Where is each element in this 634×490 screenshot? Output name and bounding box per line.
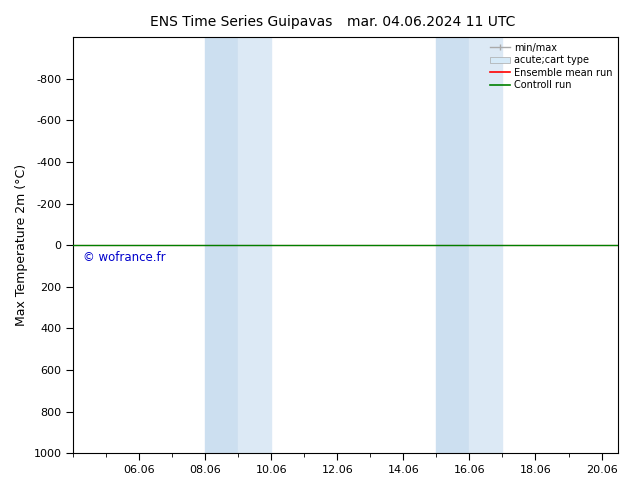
Bar — [469, 37, 503, 453]
Text: ENS Time Series Guipavas: ENS Time Series Guipavas — [150, 15, 332, 29]
Bar — [238, 37, 271, 453]
Text: mar. 04.06.2024 11 UTC: mar. 04.06.2024 11 UTC — [347, 15, 515, 29]
Bar — [436, 37, 469, 453]
Text: © wofrance.fr: © wofrance.fr — [83, 251, 166, 265]
Y-axis label: Max Temperature 2m (°C): Max Temperature 2m (°C) — [15, 164, 28, 326]
Bar — [205, 37, 238, 453]
Legend: min/max, acute;cart type, Ensemble mean run, Controll run: min/max, acute;cart type, Ensemble mean … — [486, 39, 616, 94]
